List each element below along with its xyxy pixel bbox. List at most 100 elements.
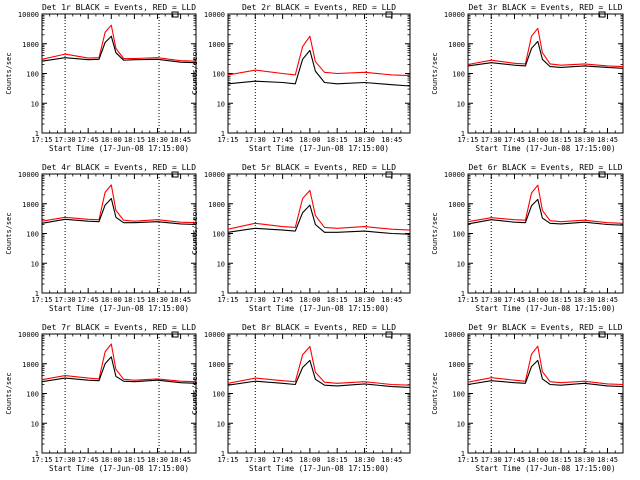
y-tick-label: 10 xyxy=(217,100,225,108)
y-tick-label: 10 xyxy=(457,100,465,108)
x-tick-label: 17:45 xyxy=(272,456,293,464)
x-tick-label: 18:00 xyxy=(101,296,122,304)
x-axis-label: Start Time (17-Jun-08 17:15:00) xyxy=(49,304,189,313)
panel-det-1: Det 1r BLACK = Events, RED = LLD 1 10 100 10… xyxy=(5,3,197,153)
y-tick-label: 1000 xyxy=(208,361,225,369)
x-axis-label: Start Time (17-Jun-08 17:15:00) xyxy=(476,304,616,313)
x-tick-label: 18:45 xyxy=(381,296,402,304)
x-tick-label: 18:30 xyxy=(574,456,595,464)
x-tick-label: 18:30 xyxy=(147,136,168,144)
y-tick-label: 100 xyxy=(452,391,465,399)
plot-frame xyxy=(41,173,197,294)
x-tick-label: 18:15 xyxy=(550,456,571,464)
series-line-lld xyxy=(227,35,411,77)
panel-title: Det 5r BLACK = Events, RED = LLD xyxy=(242,163,396,172)
series-line-events xyxy=(467,359,624,388)
panel-title: Det 3r BLACK = Events, RED = LLD xyxy=(468,3,622,12)
y-tick-label: 1000 xyxy=(22,361,39,369)
panel-det-2: Det 2r BLACK = Events, RED = LLD 1 10 100 10… xyxy=(191,3,411,153)
series-line-lld xyxy=(227,345,411,386)
x-tick-label: 18:15 xyxy=(124,296,145,304)
panel-title: Det 9r BLACK = Events, RED = LLD xyxy=(468,323,622,332)
x-tick-label: 17:45 xyxy=(78,456,99,464)
x-tick-label: 17:45 xyxy=(504,296,525,304)
y-tick-label: 10000 xyxy=(204,171,225,179)
x-tick-label: 17:15 xyxy=(457,456,478,464)
panel-det-9: Det 9r BLACK = Events, RED = LLD 1 10 100 10… xyxy=(431,323,624,473)
x-tick-label: 17:30 xyxy=(245,136,266,144)
x-axis-label: Start Time (17-Jun-08 17:15:00) xyxy=(249,464,389,473)
x-tick-label: 17:45 xyxy=(504,136,525,144)
y-tick-label: 100 xyxy=(452,71,465,79)
panel-det-7: Det 7r BLACK = Events, RED = LLD 1 10 100 10… xyxy=(5,323,197,473)
panel-title: Det 7r BLACK = Events, RED = LLD xyxy=(42,323,196,332)
y-tick-label: 10 xyxy=(31,260,39,268)
y-tick-label: 1000 xyxy=(22,41,39,49)
y-axis-label: Counts/sec xyxy=(431,372,439,414)
x-tick-label: 17:45 xyxy=(78,136,99,144)
x-axis-label: Start Time (17-Jun-08 17:15:00) xyxy=(249,144,389,153)
y-tick-label: 10000 xyxy=(204,331,225,339)
y-tick-label: 10000 xyxy=(18,331,39,339)
x-tick-label: 18:15 xyxy=(327,456,348,464)
series-line-lld xyxy=(467,184,624,224)
y-tick-label: 100 xyxy=(212,71,225,79)
x-tick-label: 17:30 xyxy=(55,296,76,304)
plot-frame xyxy=(467,333,624,454)
panel-title: Det 4r BLACK = Events, RED = LLD xyxy=(42,163,196,172)
x-tick-label: 17:30 xyxy=(245,296,266,304)
x-tick-label: 18:45 xyxy=(381,456,402,464)
y-tick-label: 100 xyxy=(212,391,225,399)
x-tick-label: 17:30 xyxy=(481,456,502,464)
y-axis-label: Counts/sec xyxy=(5,52,13,94)
y-axis-label: Counts/sec xyxy=(5,372,13,414)
y-tick-label: 100 xyxy=(26,231,39,239)
y-tick-label: 10000 xyxy=(444,331,465,339)
y-tick-label: 1 xyxy=(221,290,225,298)
x-tick-label: 18:00 xyxy=(299,456,320,464)
y-tick-label: 10000 xyxy=(444,171,465,179)
x-axis-label: Start Time (17-Jun-08 17:15:00) xyxy=(49,464,189,473)
x-tick-label: 18:30 xyxy=(354,136,375,144)
x-tick-label: 18:45 xyxy=(597,136,618,144)
y-tick-label: 1 xyxy=(461,290,465,298)
series-line-events xyxy=(41,197,197,226)
y-tick-label: 10000 xyxy=(18,171,39,179)
y-tick-label: 1000 xyxy=(208,201,225,209)
y-tick-label: 10000 xyxy=(18,11,39,19)
y-tick-label: 10000 xyxy=(204,11,225,19)
series-line-events xyxy=(227,359,411,388)
series-line-events xyxy=(41,35,197,64)
x-tick-label: 18:45 xyxy=(170,296,191,304)
series-line-events xyxy=(227,204,411,235)
x-tick-label: 17:45 xyxy=(272,136,293,144)
x-tick-label: 18:45 xyxy=(597,456,618,464)
panel-title: Det 6r BLACK = Events, RED = LLD xyxy=(468,163,622,172)
y-tick-label: 100 xyxy=(212,231,225,239)
x-tick-label: 18:45 xyxy=(597,296,618,304)
y-axis-label: Counts/sec xyxy=(431,52,439,94)
panel-det-6: Det 6r BLACK = Events, RED = LLD 1 10 100 10… xyxy=(431,163,624,313)
y-tick-label: 100 xyxy=(26,71,39,79)
series-line-lld xyxy=(467,345,624,386)
x-axis-label: Start Time (17-Jun-08 17:15:00) xyxy=(49,144,189,153)
y-tick-label: 1000 xyxy=(448,361,465,369)
x-axis-label: Start Time (17-Jun-08 17:15:00) xyxy=(476,144,616,153)
y-tick-label: 100 xyxy=(452,231,465,239)
series-line-events xyxy=(467,40,624,69)
x-tick-label: 17:15 xyxy=(31,136,52,144)
plot-frame xyxy=(467,13,624,134)
y-tick-label: 1 xyxy=(461,130,465,138)
panel-det-4: Det 4r BLACK = Events, RED = LLD 1 10 100 10… xyxy=(5,163,197,313)
y-tick-label: 10 xyxy=(457,420,465,428)
x-tick-label: 17:15 xyxy=(217,136,238,144)
y-tick-label: 1 xyxy=(35,290,39,298)
x-tick-label: 18:45 xyxy=(170,456,191,464)
series-line-lld xyxy=(41,343,197,383)
x-tick-label: 18:00 xyxy=(527,296,548,304)
x-tick-label: 18:15 xyxy=(327,296,348,304)
series-line-lld xyxy=(467,27,624,68)
x-tick-label: 17:30 xyxy=(55,136,76,144)
y-axis-label: Counts/sec xyxy=(191,52,199,94)
panel-det-8: Det 8r BLACK = Events, RED = LLD 1 10 100 10… xyxy=(191,323,411,473)
